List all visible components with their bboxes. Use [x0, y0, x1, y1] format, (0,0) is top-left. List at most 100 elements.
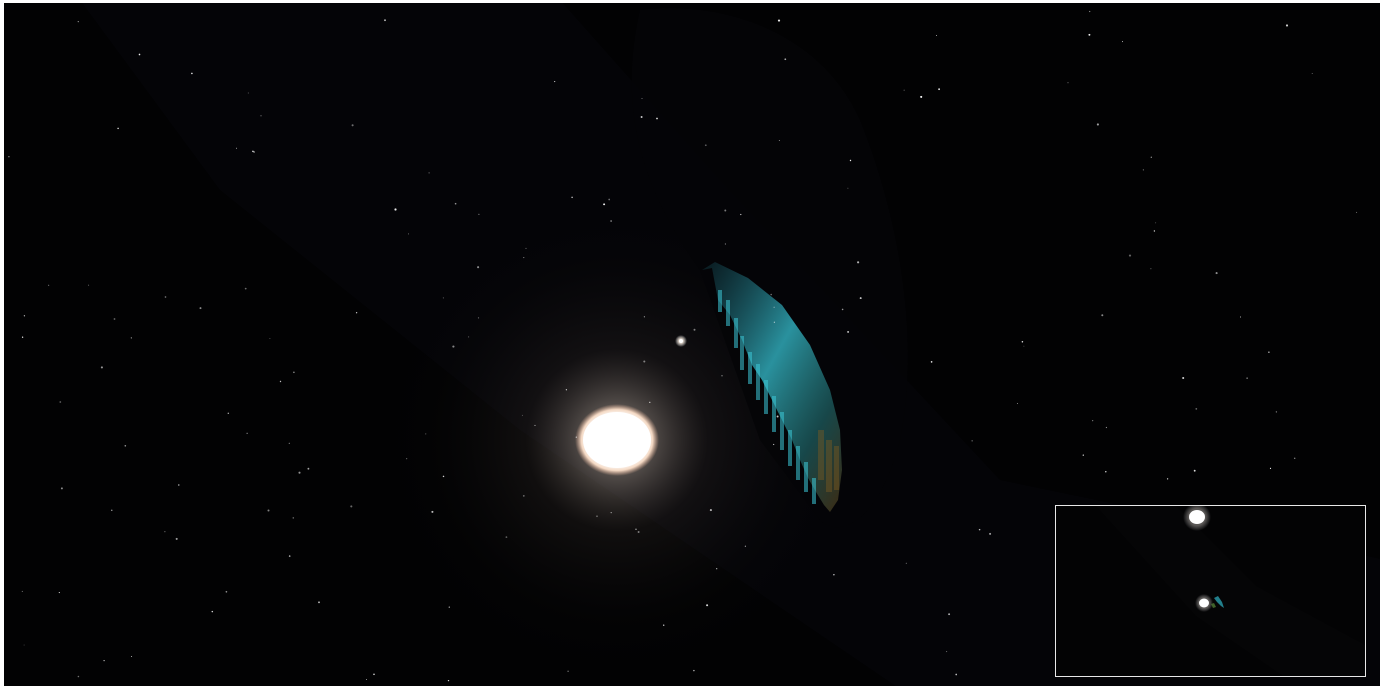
background-star [225, 590, 228, 593]
background-star [164, 531, 166, 533]
background-star [454, 202, 457, 205]
background-star [48, 284, 50, 286]
background-star [267, 509, 270, 512]
background-star [938, 88, 940, 91]
background-star [1285, 24, 1289, 27]
background-star [567, 670, 569, 673]
background-star [448, 606, 450, 608]
background-star [706, 604, 709, 607]
background-star [770, 293, 773, 296]
background-star [1016, 402, 1018, 404]
background-star [521, 414, 523, 416]
background-star [693, 669, 695, 672]
background-star [425, 433, 427, 435]
background-star [279, 380, 282, 383]
background-star [635, 528, 637, 530]
background-star [1215, 272, 1218, 275]
background-star [637, 531, 640, 533]
background-star [77, 20, 79, 23]
background-star [1182, 376, 1185, 380]
background-star [1356, 211, 1358, 213]
background-star [431, 510, 434, 513]
background-star [978, 528, 981, 531]
background-star [656, 117, 658, 120]
background-star [522, 495, 525, 497]
background-star [1275, 411, 1278, 413]
minimap[interactable] [1055, 505, 1366, 677]
background-star [610, 511, 612, 514]
background-star [640, 116, 643, 118]
background-star [1082, 454, 1084, 456]
background-star [709, 509, 712, 512]
background-star [175, 537, 178, 540]
background-star [468, 336, 470, 338]
background-star [523, 257, 525, 259]
background-star [1166, 478, 1169, 480]
background-star [603, 203, 606, 206]
background-star [859, 297, 862, 300]
background-star [641, 98, 643, 99]
background-star [366, 679, 368, 680]
background-star [1293, 457, 1296, 460]
background-star [777, 19, 781, 22]
background-star [452, 345, 455, 348]
background-star [704, 144, 707, 147]
background-star [1101, 314, 1104, 317]
background-star [841, 308, 844, 311]
background-star [849, 159, 852, 162]
background-star [1122, 41, 1123, 43]
background-star [100, 366, 103, 369]
background-star [103, 659, 105, 662]
background-star [318, 601, 320, 604]
background-star [525, 247, 527, 249]
background-star [1153, 230, 1156, 232]
background-star [989, 532, 992, 535]
background-star [59, 401, 62, 403]
background-star [428, 172, 430, 174]
background-star [21, 336, 24, 338]
background-star [1105, 470, 1107, 473]
planet-icon[interactable] [631, 8, 908, 528]
background-star [191, 72, 193, 75]
background-star [833, 574, 835, 576]
background-star [288, 442, 290, 444]
background-star [534, 424, 536, 426]
background-star [236, 147, 238, 149]
background-star [178, 484, 180, 486]
background-star [478, 213, 480, 216]
background-star [773, 321, 776, 323]
background-star [394, 208, 397, 211]
background-star [649, 401, 651, 403]
background-star [307, 467, 310, 470]
background-star [663, 624, 665, 626]
background-star [1092, 420, 1094, 422]
background-star [948, 613, 951, 616]
background-star [406, 458, 408, 460]
background-star [1088, 33, 1091, 36]
background-star [744, 545, 747, 547]
background-star [936, 34, 937, 36]
background-star [60, 487, 63, 490]
background-star [1128, 254, 1132, 257]
background-star [88, 284, 90, 286]
background-star [350, 505, 353, 508]
background-star [111, 509, 113, 511]
minimap-planet-icon [1214, 596, 1224, 608]
background-star [857, 261, 860, 264]
background-star [117, 127, 119, 130]
background-star [1142, 169, 1145, 171]
background-star [930, 361, 933, 363]
background-star [130, 337, 132, 339]
minimap-sun-icon [1189, 510, 1205, 524]
background-star [740, 213, 742, 216]
minimap-star-icon [1199, 598, 1209, 608]
background-star [355, 312, 358, 314]
background-star [384, 19, 386, 22]
background-star [596, 515, 598, 518]
background-star [724, 209, 727, 212]
background-star [77, 675, 80, 678]
background-star [571, 196, 573, 199]
background-star [1150, 268, 1152, 270]
background-star [920, 95, 923, 98]
